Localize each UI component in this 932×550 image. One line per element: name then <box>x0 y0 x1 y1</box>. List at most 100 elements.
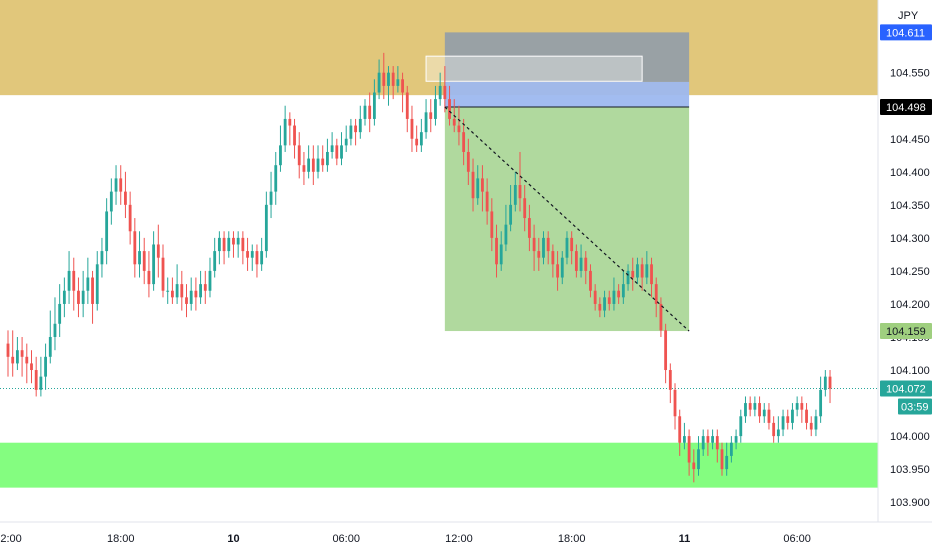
candle-body[interactable] <box>246 251 249 258</box>
candle-body[interactable] <box>293 125 296 146</box>
candle-body[interactable] <box>715 436 719 450</box>
candle-body[interactable] <box>786 416 790 423</box>
candle-body[interactable] <box>574 251 578 271</box>
candle-body[interactable] <box>11 356 15 364</box>
candle-body[interactable] <box>316 158 320 172</box>
candle-body[interactable] <box>34 370 38 390</box>
candle-body[interactable] <box>683 436 686 443</box>
candle-body[interactable] <box>363 105 367 119</box>
candle-body[interactable] <box>612 290 616 304</box>
candle-body[interactable] <box>776 429 780 437</box>
candle-body[interactable] <box>711 436 715 443</box>
candle-body[interactable] <box>819 389 823 417</box>
candle-body[interactable] <box>485 191 489 212</box>
candle-body[interactable] <box>551 251 555 265</box>
candle-body[interactable] <box>382 72 386 86</box>
candle-body[interactable] <box>199 284 202 298</box>
candle-body[interactable] <box>448 99 451 119</box>
candle-body[interactable] <box>490 211 494 238</box>
candle-body[interactable] <box>62 290 66 304</box>
candle-body[interactable] <box>805 409 808 423</box>
candle-body[interactable] <box>340 145 343 159</box>
candle-body[interactable] <box>213 251 217 271</box>
candle-body[interactable] <box>565 237 569 258</box>
candle-body[interactable] <box>579 257 583 271</box>
candle-body[interactable] <box>424 112 428 133</box>
support-zone[interactable] <box>0 442 878 488</box>
candle-body[interactable] <box>67 270 71 291</box>
candle-body[interactable] <box>532 237 536 252</box>
candle-body[interactable] <box>208 270 212 291</box>
candle-body[interactable] <box>180 284 184 298</box>
candle-body[interactable] <box>227 237 231 252</box>
candle-body[interactable] <box>415 138 419 146</box>
candle-body[interactable] <box>147 270 151 285</box>
candle-body[interactable] <box>814 416 818 430</box>
candle-body[interactable] <box>217 237 221 252</box>
consolidation-box[interactable] <box>425 55 643 82</box>
candle-body[interactable] <box>30 363 33 371</box>
candle-body[interactable] <box>673 389 677 417</box>
candle-body[interactable] <box>452 118 456 126</box>
candle-body[interactable] <box>546 237 550 252</box>
candle-body[interactable] <box>264 204 268 252</box>
candle-body[interactable] <box>283 118 287 146</box>
candle-body[interactable] <box>471 171 475 199</box>
candle-body[interactable] <box>809 422 813 430</box>
candle-body[interactable] <box>481 178 484 192</box>
candle-body[interactable] <box>6 343 10 357</box>
candle-body[interactable] <box>509 204 513 225</box>
candle-body[interactable] <box>236 237 240 245</box>
candle-body[interactable] <box>95 264 99 304</box>
candle-body[interactable] <box>274 165 278 192</box>
candle-body[interactable] <box>556 264 559 278</box>
candle-body[interactable] <box>772 422 776 437</box>
candle-body[interactable] <box>311 158 315 172</box>
candle-body[interactable] <box>697 449 700 470</box>
stop-zone-lower[interactable] <box>444 81 690 108</box>
candle-body[interactable] <box>589 270 592 291</box>
candle-body[interactable] <box>523 198 527 219</box>
candle-body[interactable] <box>828 376 832 389</box>
candle-body[interactable] <box>44 356 47 377</box>
candle-body[interactable] <box>800 403 804 410</box>
candle-body[interactable] <box>762 409 766 417</box>
candle-body[interactable] <box>189 290 193 304</box>
candle-body[interactable] <box>222 237 226 252</box>
candle-body[interactable] <box>518 185 522 199</box>
candle-body[interactable] <box>39 376 43 390</box>
candle-body[interactable] <box>185 297 188 304</box>
candle-body[interactable] <box>405 92 409 119</box>
candle-body[interactable] <box>659 303 663 331</box>
candle-body[interactable] <box>410 118 414 139</box>
candle-body[interactable] <box>269 191 273 205</box>
candle-body[interactable] <box>701 436 705 450</box>
candle-body[interactable] <box>109 191 113 212</box>
candle-body[interactable] <box>354 125 358 133</box>
candle-body[interactable] <box>457 125 461 133</box>
candle-body[interactable] <box>692 462 696 470</box>
candle-body[interactable] <box>603 297 606 311</box>
candle-body[interactable] <box>232 237 235 245</box>
candle-body[interactable] <box>791 409 794 423</box>
candle-body[interactable] <box>20 350 24 357</box>
candle-body[interactable] <box>636 264 639 278</box>
candle-body[interactable] <box>326 151 329 166</box>
candle-body[interactable] <box>349 125 353 139</box>
candle-body[interactable] <box>152 244 156 285</box>
candle-body[interactable] <box>387 72 390 86</box>
candle-body[interactable] <box>307 158 311 172</box>
candle-body[interactable] <box>119 178 123 192</box>
candle-body[interactable] <box>203 284 207 291</box>
candle-body[interactable] <box>598 303 602 311</box>
candle-body[interactable] <box>654 284 658 304</box>
candle-body[interactable] <box>466 151 470 172</box>
candle-body[interactable] <box>368 105 372 119</box>
candle-body[interactable] <box>142 251 146 271</box>
candle-body[interactable] <box>105 211 109 252</box>
candle-body[interactable] <box>720 449 724 470</box>
candle-body[interactable] <box>753 403 757 410</box>
candle-body[interactable] <box>114 178 118 192</box>
candle-body[interactable] <box>170 290 174 298</box>
